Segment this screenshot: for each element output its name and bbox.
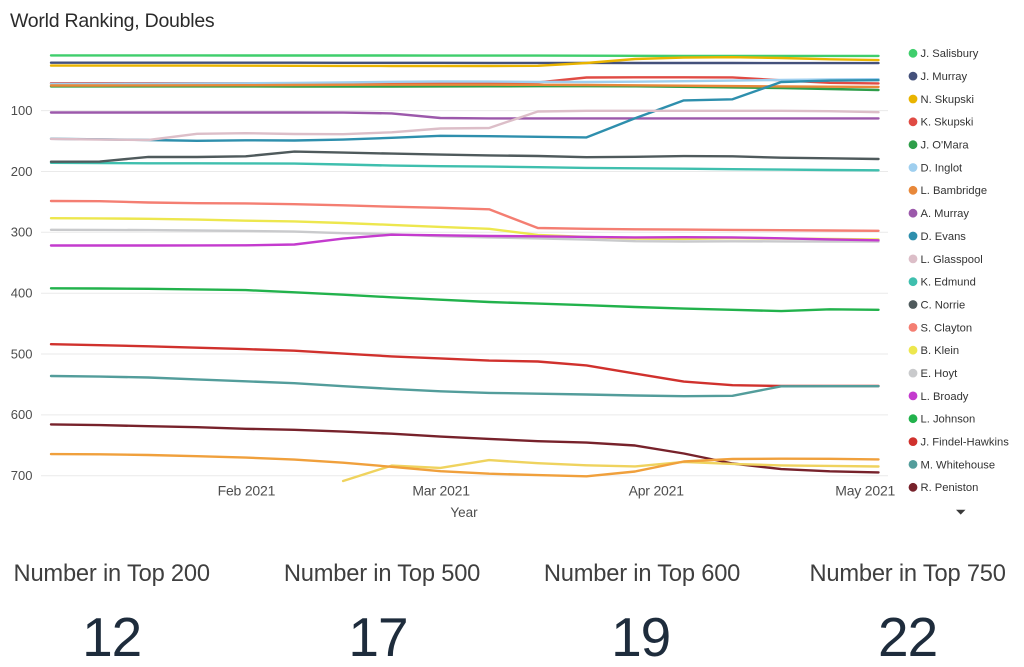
svg-text:500: 500 — [11, 346, 33, 361]
svg-text:S. Clayton: S. Clayton — [921, 322, 973, 334]
svg-text:J. Findel-Hawkins: J. Findel-Hawkins — [921, 437, 1010, 449]
svg-text:May 2021: May 2021 — [835, 483, 895, 499]
svg-text:N. Skupski: N. Skupski — [921, 94, 974, 106]
svg-text:L. Broady: L. Broady — [921, 391, 969, 403]
svg-text:100: 100 — [11, 103, 33, 118]
svg-text:300: 300 — [11, 225, 33, 240]
svg-text:D. Evans: D. Evans — [921, 231, 967, 243]
svg-text:Apr 2021: Apr 2021 — [629, 483, 685, 499]
svg-text:Feb 2021: Feb 2021 — [218, 483, 276, 499]
svg-text:R. Peniston: R. Peniston — [921, 482, 979, 494]
svg-text:600: 600 — [11, 407, 33, 422]
svg-text:L. Glasspool: L. Glasspool — [921, 254, 983, 266]
svg-text:J. O'Mara: J. O'Mara — [921, 140, 970, 152]
svg-text:L. Bambridge: L. Bambridge — [921, 185, 988, 197]
svg-text:M. Whitehouse: M. Whitehouse — [921, 459, 996, 471]
svg-text:K. Skupski: K. Skupski — [921, 117, 974, 129]
svg-text:200: 200 — [11, 164, 33, 179]
svg-text:B. Klein: B. Klein — [921, 345, 960, 357]
svg-text:400: 400 — [11, 286, 33, 301]
svg-text:L. Johnson: L. Johnson — [921, 414, 976, 426]
svg-text:J. Salisbury: J. Salisbury — [921, 48, 979, 60]
svg-text:A. Murray: A. Murray — [921, 208, 970, 220]
svg-text:D. Inglot: D. Inglot — [921, 162, 964, 174]
svg-text:Mar 2021: Mar 2021 — [412, 483, 470, 499]
svg-text:700: 700 — [11, 468, 33, 483]
svg-text:Year: Year — [450, 505, 478, 520]
svg-text:C. Norrie: C. Norrie — [921, 299, 966, 311]
svg-text:E. Hoyt: E. Hoyt — [921, 368, 959, 380]
svg-text:K. Edmund: K. Edmund — [921, 277, 976, 289]
svg-text:J. Murray: J. Murray — [921, 71, 968, 83]
